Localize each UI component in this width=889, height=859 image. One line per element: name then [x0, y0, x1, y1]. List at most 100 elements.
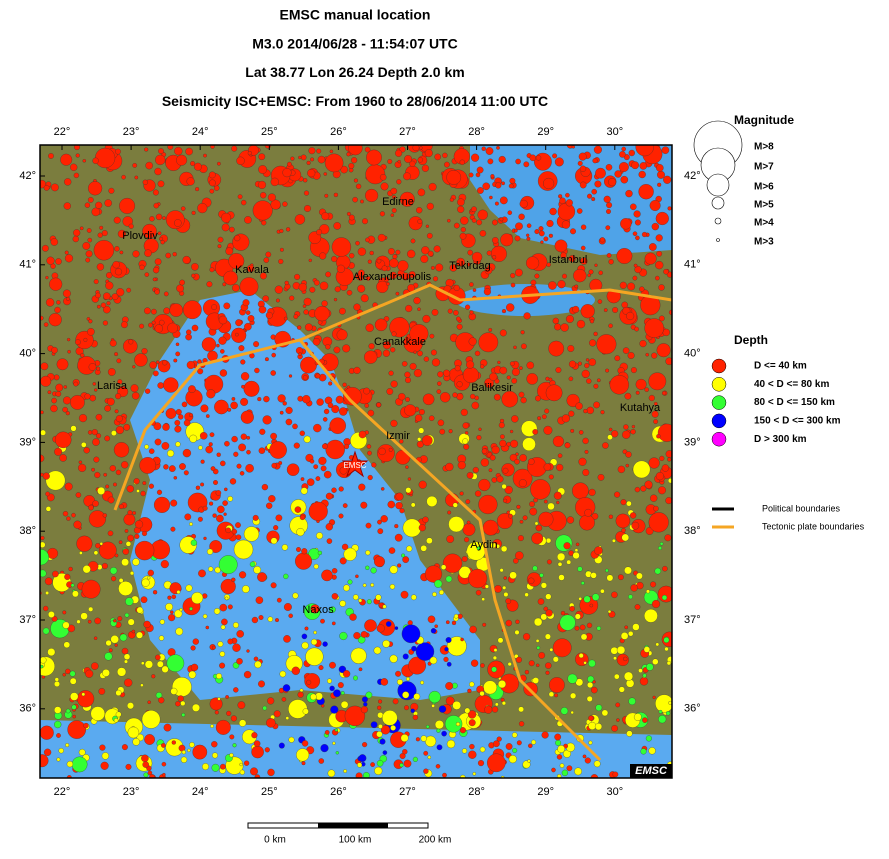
lon-label: 27°	[399, 786, 416, 798]
magnitude-symbol	[706, 173, 730, 197]
quake-dot	[143, 620, 151, 629]
quake-dot	[658, 709, 663, 714]
quake-dot	[283, 316, 288, 321]
quake-dot	[219, 603, 228, 612]
quake-dot	[323, 408, 330, 415]
quake-dot	[376, 402, 382, 408]
quake-dot	[376, 731, 383, 738]
quake-dot	[96, 366, 101, 371]
quake-dot	[342, 503, 348, 508]
quake-dot	[91, 662, 99, 670]
quake-dot	[514, 235, 521, 242]
quake-dot	[203, 153, 207, 158]
quake-dot	[107, 530, 114, 537]
quake-dot	[516, 740, 522, 746]
quake-dot	[474, 490, 482, 497]
quake-dot	[321, 704, 325, 708]
quake-dot	[456, 381, 463, 388]
quake-dot	[531, 532, 544, 545]
scale-label: 100 km	[339, 835, 372, 846]
quake-dot	[130, 384, 139, 393]
quake-dot	[131, 629, 136, 634]
quake-dot	[187, 748, 191, 753]
quake-dot	[166, 654, 185, 672]
quake-dot	[243, 526, 260, 542]
quake-dot	[597, 474, 605, 481]
quake-dot	[651, 599, 661, 609]
quake-dot	[55, 258, 62, 265]
quake-dot	[217, 244, 222, 249]
quake-dot	[362, 218, 368, 225]
quake-dot	[190, 663, 199, 672]
quake-dot	[445, 682, 454, 690]
quake-dot	[101, 230, 108, 237]
quake-dot	[296, 547, 301, 552]
quake-dot	[618, 162, 629, 172]
quake-dot	[588, 659, 596, 668]
quake-dot	[81, 692, 86, 697]
quake-dot	[522, 515, 528, 521]
quake-dot	[246, 649, 250, 653]
quake-dot	[113, 482, 117, 487]
quake-dot	[132, 163, 138, 168]
quake-dot	[365, 188, 379, 203]
magnitude-label: M>5	[754, 200, 774, 211]
quake-dot	[139, 323, 145, 329]
quake-dot	[427, 755, 432, 760]
quake-dot	[519, 199, 528, 208]
quake-dot	[471, 401, 480, 410]
quake-dot	[360, 631, 368, 638]
quake-dot	[100, 302, 107, 308]
place-name: Naxos	[302, 604, 334, 616]
quake-dot	[427, 250, 434, 257]
quake-dot	[259, 428, 266, 435]
quake-dot	[134, 175, 139, 180]
quake-dot	[365, 323, 374, 332]
quake-dot	[526, 236, 531, 241]
quake-dot	[231, 528, 238, 535]
quake-dot	[410, 502, 416, 508]
quake-dot	[526, 373, 538, 385]
quake-dot	[326, 538, 333, 544]
quake-dot	[180, 756, 188, 763]
quake-dot	[159, 236, 163, 241]
quake-dot	[462, 523, 476, 536]
quake-dot	[478, 332, 499, 353]
quake-dot	[94, 388, 98, 392]
quake-dot	[529, 501, 535, 507]
quake-dot	[45, 275, 49, 280]
quake-dot	[584, 363, 590, 369]
quake-dot	[464, 431, 469, 435]
quake-dot	[547, 502, 555, 511]
quake-dot	[199, 432, 208, 440]
quake-dot	[366, 149, 382, 166]
quake-dot	[168, 465, 176, 472]
quake-dot	[318, 758, 325, 764]
quake-dot	[101, 752, 110, 760]
quake-dot	[492, 219, 498, 226]
quake-dot	[125, 597, 134, 606]
quake-dot	[462, 422, 470, 429]
quake-dot	[274, 285, 283, 294]
quake-dot	[534, 273, 540, 279]
quake-dot	[490, 245, 507, 262]
quake-dot	[456, 316, 461, 322]
quake-dot	[75, 492, 82, 498]
quake-dot	[186, 360, 195, 370]
quake-dot	[516, 504, 521, 509]
quake-dot	[544, 633, 551, 640]
quake-dot	[630, 429, 636, 435]
quake-dot	[270, 370, 276, 376]
quake-dot	[492, 255, 497, 260]
quake-dot	[468, 750, 477, 759]
quake-dot	[257, 397, 262, 402]
quake-dot	[523, 161, 530, 168]
quake-dot	[282, 684, 291, 692]
quake-dot	[111, 293, 119, 301]
quake-dot	[614, 355, 621, 362]
quake-dot	[297, 691, 304, 698]
quake-dot	[231, 145, 238, 152]
quake-dot	[353, 303, 361, 311]
quake-dot	[263, 395, 270, 403]
quake-dot	[394, 533, 403, 542]
